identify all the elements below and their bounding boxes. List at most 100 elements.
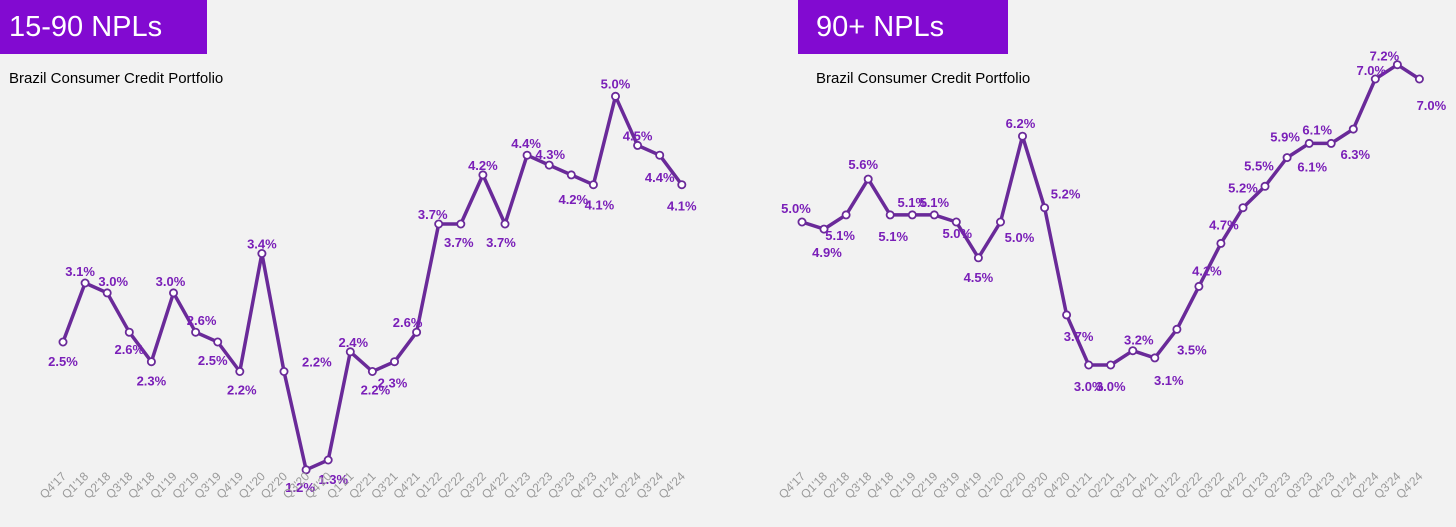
data-label: 5.0% — [942, 226, 972, 241]
data-point — [1348, 124, 1358, 134]
data-label: 2.2% — [302, 355, 332, 370]
data-point — [80, 278, 90, 288]
data-label: 3.1% — [1154, 373, 1184, 388]
data-label: 5.9% — [1270, 130, 1300, 145]
data-label: 3.7% — [1064, 329, 1094, 344]
data-label: 5.5% — [1244, 158, 1274, 173]
data-label: 3.2% — [1124, 333, 1154, 348]
data-point — [907, 210, 917, 220]
data-point — [841, 210, 851, 220]
data-point — [522, 150, 532, 160]
data-point — [1370, 74, 1380, 84]
data-label: 7.2% — [1370, 49, 1400, 64]
data-point — [323, 455, 333, 465]
data-label: 7.0% — [1417, 98, 1447, 113]
data-label: 3.7% — [444, 235, 474, 250]
data-label: 4.2% — [468, 158, 498, 173]
data-point — [995, 217, 1005, 227]
data-point — [191, 327, 201, 337]
data-point — [611, 91, 621, 101]
data-label: 2.3% — [378, 376, 408, 391]
data-label: 1.3% — [318, 472, 348, 487]
data-label: 6.1% — [1297, 159, 1327, 174]
data-label: 3.1% — [65, 264, 95, 279]
data-label: 3.0% — [1074, 379, 1104, 394]
data-point — [367, 366, 377, 376]
data-point — [819, 224, 829, 234]
data-label: 2.4% — [338, 335, 368, 350]
data-point — [1216, 238, 1226, 248]
data-point — [389, 357, 399, 367]
data-point — [1084, 360, 1094, 370]
data-point — [1326, 138, 1336, 148]
data-point — [58, 337, 68, 347]
data-point — [1062, 310, 1072, 320]
data-label: 5.2% — [1228, 181, 1258, 196]
npl-90-plus-line-chart: 5.0%4.9%5.1%5.6%5.1%5.1%5.1%5.0%4.5%5.0%… — [776, 49, 1447, 502]
data-point — [566, 170, 576, 180]
data-label: 3.5% — [1177, 342, 1207, 357]
data-label: 5.1% — [897, 195, 927, 210]
data-label: 2.6% — [393, 315, 423, 330]
data-point — [1040, 203, 1050, 213]
data-point — [235, 366, 245, 376]
data-point — [456, 219, 466, 229]
npl-15-90-line-chart: 2.5%3.1%3.0%2.6%2.3%3.0%2.6%2.5%2.2%3.4%… — [37, 76, 697, 501]
data-point — [1260, 181, 1270, 191]
data-point — [213, 337, 223, 347]
data-point — [478, 170, 488, 180]
data-point — [257, 248, 267, 258]
data-point — [412, 327, 422, 337]
data-point — [1194, 281, 1204, 291]
data-point — [1017, 131, 1027, 141]
chart-title: 15-90 NPLs — [0, 0, 207, 54]
data-point — [655, 150, 665, 160]
data-label: 4.4% — [511, 136, 541, 151]
data-label: 5.1% — [878, 229, 908, 244]
data-label: 2.6% — [114, 342, 144, 357]
data-label: 1.2% — [285, 480, 315, 495]
data-label: 6.2% — [1006, 116, 1036, 131]
data-point — [929, 210, 939, 220]
chart-subtitle: Brazil Consumer Credit Portfolio — [9, 70, 224, 87]
data-point — [863, 174, 873, 184]
data-label: 3.0% — [156, 274, 186, 289]
data-point — [124, 327, 134, 337]
data-point — [1150, 353, 1160, 363]
data-label: 4.1% — [667, 199, 697, 214]
data-label: 4.4% — [645, 170, 675, 185]
data-label: 5.6% — [848, 157, 878, 172]
data-point — [1282, 153, 1292, 163]
data-label: 4.5% — [964, 270, 994, 285]
data-label: 4.2% — [558, 192, 588, 207]
chart-panel-15-90: 2.5% 3.1% 3.0% 2.6% 2.3% 3.0% 2.6% 2.5% 2.2% 3.4%… — [0, 0, 697, 502]
data-label: 4.9% — [812, 245, 842, 260]
data-label: 5.0% — [1005, 230, 1035, 245]
data-point — [434, 219, 444, 229]
data-label: 4.5% — [623, 128, 653, 143]
data-point — [1304, 138, 1314, 148]
data-label: 3.7% — [486, 235, 516, 250]
data-label: 4.1% — [1192, 263, 1222, 278]
chart-panel-90-plus: 5.0% 4.9% 5.1% 5.6% 5.1% 5.1% 5.1% 5.0% 4.5% 5.0%… — [728, 0, 1456, 527]
data-label: 2.2% — [227, 383, 257, 398]
data-point — [885, 210, 895, 220]
data-point — [301, 465, 311, 475]
data-point — [973, 253, 983, 263]
data-point — [500, 219, 510, 229]
data-label: 3.0% — [1096, 379, 1126, 394]
data-point — [1172, 324, 1182, 334]
data-point — [102, 288, 112, 298]
chart-title: 90+ NPLs — [798, 0, 1008, 54]
data-label: 2.5% — [48, 354, 78, 369]
data-label: 5.1% — [919, 195, 949, 210]
data-label: 4.3% — [535, 147, 565, 162]
data-point — [951, 217, 961, 227]
data-label: 5.2% — [1051, 187, 1081, 202]
data-label: 3.7% — [418, 207, 448, 222]
data-label: 2.6% — [187, 313, 217, 328]
data-point — [1106, 360, 1116, 370]
data-label: 2.3% — [137, 374, 167, 389]
data-point — [544, 160, 554, 170]
data-point — [1128, 346, 1138, 356]
